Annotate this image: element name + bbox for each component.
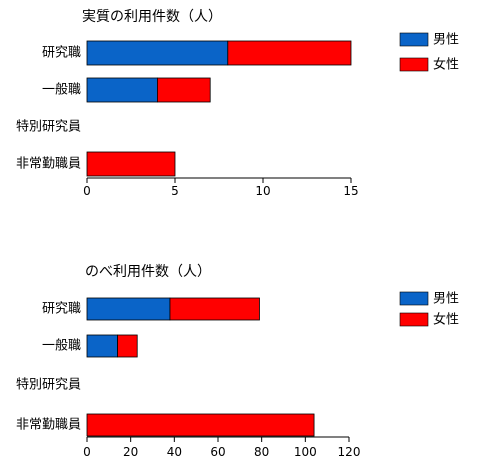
x-tick-label: 15: [343, 184, 358, 198]
bar-female-0: [227, 40, 352, 66]
x-tick-label: 10: [255, 184, 270, 198]
legend-label: 男性: [433, 33, 459, 48]
bar-female-1: [117, 334, 138, 358]
x-tick-label: 5: [171, 184, 179, 198]
bar-male-0: [86, 40, 229, 66]
category-label: 一般職: [42, 82, 81, 98]
category-label: 特別研究員: [16, 120, 81, 135]
category-label: 非常勤職員: [16, 418, 81, 433]
chart-title: のべ利用件数（人）: [85, 264, 211, 280]
legend-label: 女性: [433, 312, 459, 328]
bar-male-1: [86, 334, 118, 358]
legend-swatch: [399, 32, 429, 47]
category-label: 特別研究員: [16, 378, 81, 393]
x-tick-label: 60: [210, 445, 225, 459]
category-label: 非常勤職員: [16, 157, 81, 172]
legend-swatch: [399, 57, 429, 72]
legend-label: 女性: [433, 57, 459, 73]
bar-male-1: [86, 77, 158, 103]
x-tick-label: 100: [294, 445, 317, 459]
bar-female-3: [86, 151, 176, 177]
bar-female-3: [86, 413, 315, 437]
bar-female-1: [156, 77, 211, 103]
legend-label: 男性: [433, 292, 459, 307]
x-tick-label: 120: [338, 445, 361, 459]
chart-title: 実質の利用件数（人）: [82, 9, 222, 25]
category-label: 一般職: [42, 338, 81, 354]
bar-male-0: [86, 297, 171, 321]
x-tick-label: 0: [83, 184, 91, 198]
bar-female-0: [169, 297, 260, 321]
x-tick-label: 0: [83, 445, 91, 459]
x-tick-label: 80: [254, 445, 269, 459]
category-label: 研究職: [42, 46, 81, 61]
category-label: 研究職: [42, 302, 81, 317]
legend-swatch: [399, 291, 429, 306]
legend-swatch: [399, 312, 429, 327]
x-tick-label: 20: [123, 445, 138, 459]
x-tick-label: 40: [167, 445, 182, 459]
